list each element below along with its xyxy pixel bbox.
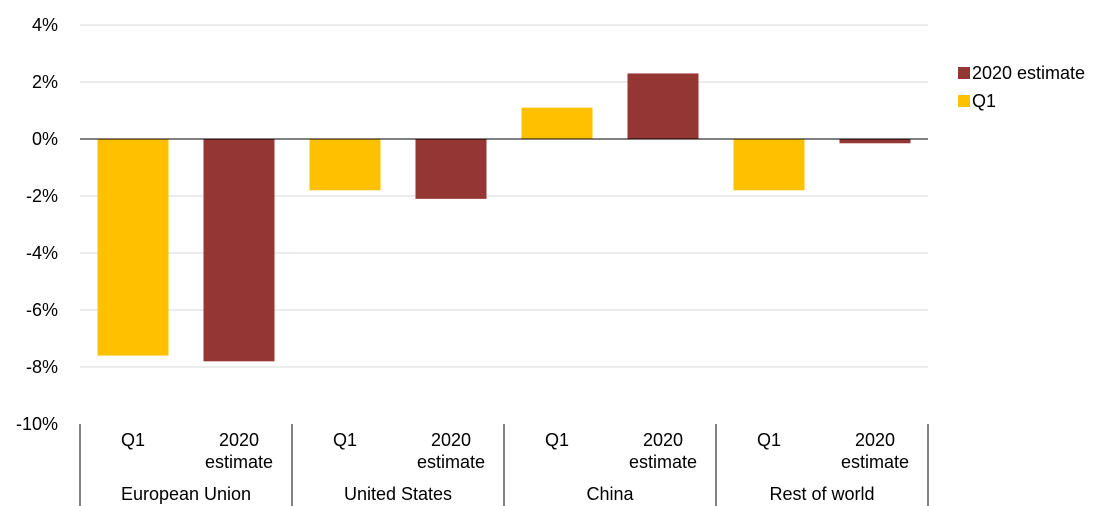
bar-china-2020-estimate bbox=[627, 73, 699, 139]
subcategory-label: 2020 estimate bbox=[417, 430, 485, 472]
bar-rest-of-world-q1 bbox=[733, 139, 805, 191]
bar-united-states-2020-estimate bbox=[415, 139, 487, 199]
subcategory-label: Q1 bbox=[757, 430, 781, 450]
bar-china-q1 bbox=[521, 107, 593, 139]
group-label: United States bbox=[344, 484, 452, 504]
subcategory-label: 2020 estimate bbox=[205, 430, 273, 472]
y-tick-label: -6% bbox=[26, 300, 58, 320]
y-tick-label: 4% bbox=[32, 15, 58, 35]
bar-rest-of-world-2020-estimate bbox=[839, 139, 911, 144]
legend-swatch bbox=[958, 95, 970, 107]
group-label: China bbox=[586, 484, 634, 504]
legend-label: Q1 bbox=[972, 91, 996, 111]
subcategory-label: Q1 bbox=[545, 430, 569, 450]
bar-united-states-q1 bbox=[309, 139, 381, 191]
legend-swatch bbox=[958, 67, 970, 79]
y-tick-label: -8% bbox=[26, 357, 58, 377]
y-tick-label: 2% bbox=[32, 72, 58, 92]
y-tick-label: 0% bbox=[32, 129, 58, 149]
subcategory-label: Q1 bbox=[121, 430, 145, 450]
bar-european-union-q1 bbox=[97, 139, 169, 356]
subcategory-label: 2020 estimate bbox=[629, 430, 697, 472]
y-tick-label: -10% bbox=[16, 414, 58, 434]
legend-label: 2020 estimate bbox=[972, 63, 1085, 83]
y-tick-label: -4% bbox=[26, 243, 58, 263]
group-label: Rest of world bbox=[769, 484, 874, 504]
y-tick-label: -2% bbox=[26, 186, 58, 206]
bar-european-union-2020-estimate bbox=[203, 139, 275, 362]
subcategory-label: 2020 estimate bbox=[841, 430, 909, 472]
subcategory-label: Q1 bbox=[333, 430, 357, 450]
group-label: European Union bbox=[121, 484, 251, 504]
